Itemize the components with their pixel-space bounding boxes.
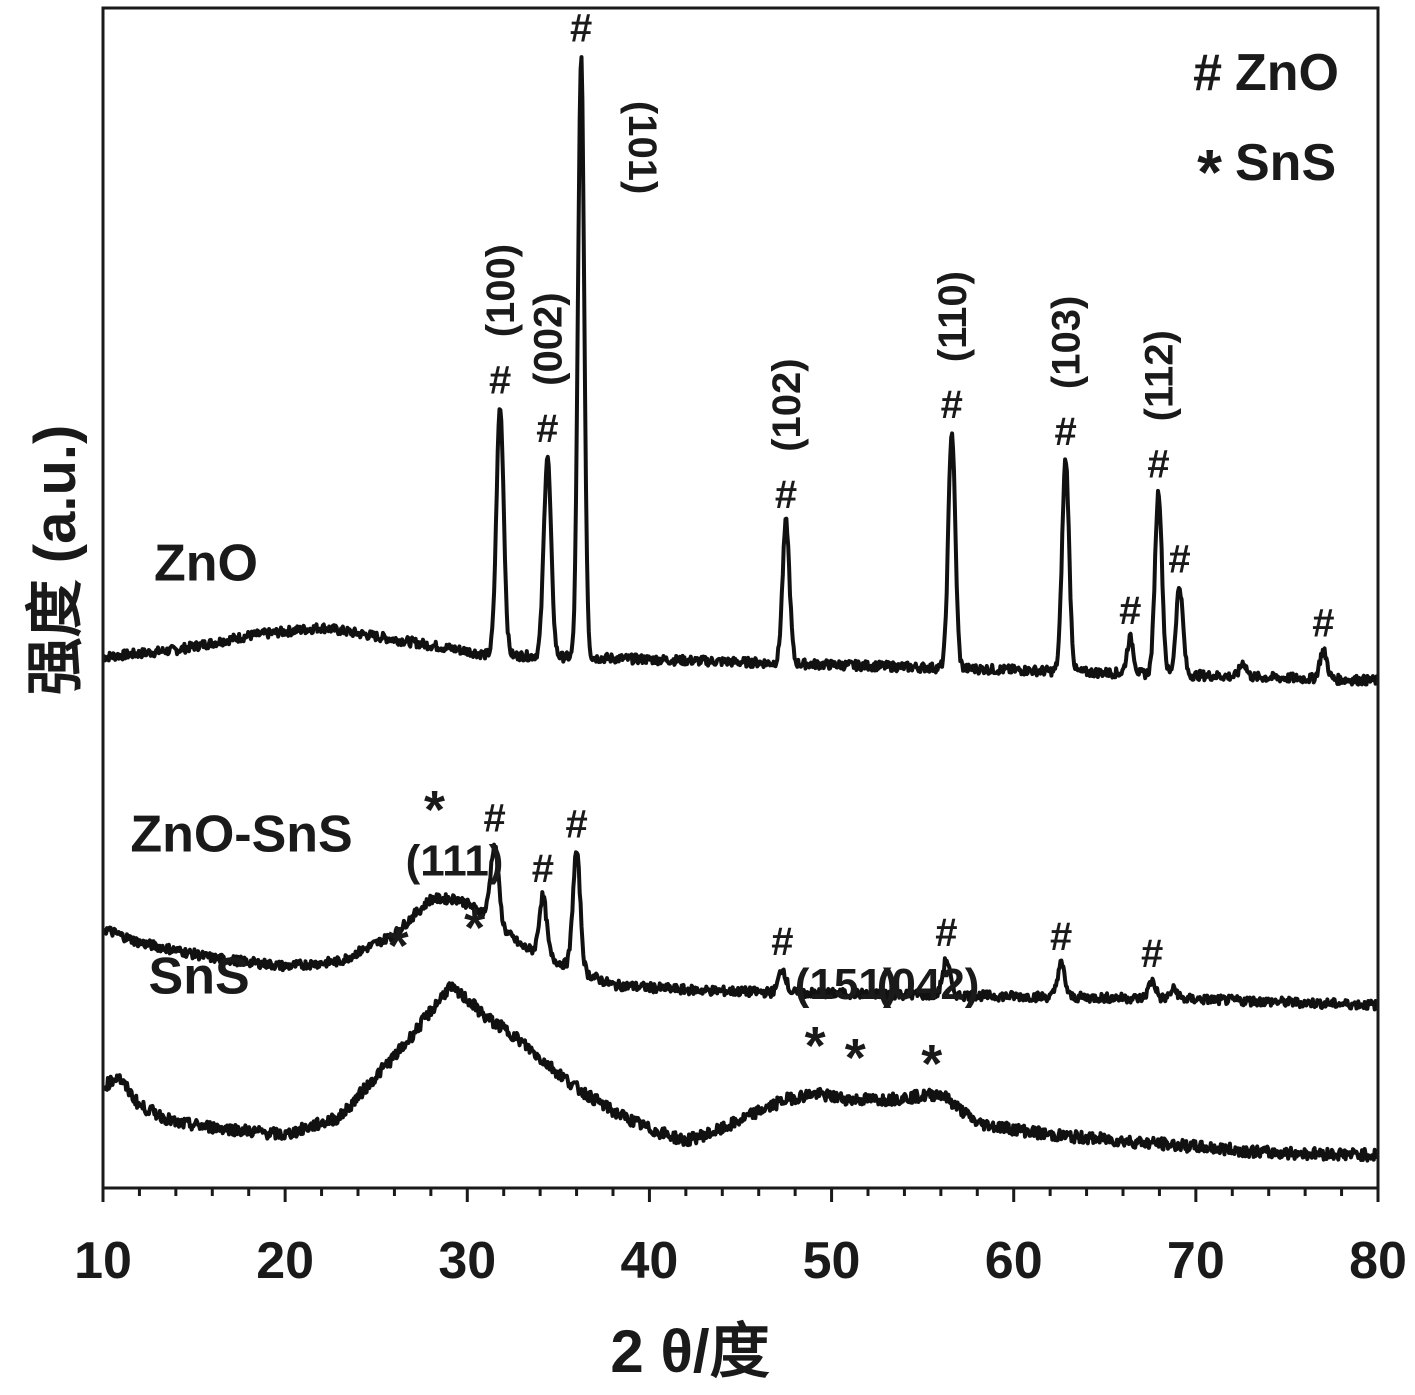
peak-marker: #	[1168, 537, 1190, 581]
series-label: ZnO-SnS	[130, 806, 352, 864]
x-axis-label: 2 θ/度	[610, 1318, 769, 1385]
sns-star-marker: *	[388, 916, 409, 976]
legend-symbol: *	[1197, 136, 1222, 208]
miller-index-label: (102)	[765, 358, 809, 451]
peak-marker: #	[483, 797, 505, 841]
series-line-zno	[103, 57, 1377, 684]
peak-marker: #	[489, 358, 511, 402]
peak-marker: #	[941, 383, 963, 427]
x-ticks: 10 20 30 40 50 60 70 80	[74, 1188, 1407, 1290]
peak-marker: #	[1055, 410, 1077, 454]
x-tick-label: 30	[438, 1232, 496, 1290]
x-tick-label: 20	[256, 1232, 314, 1290]
peak-marker: #	[1312, 602, 1334, 646]
plot-area	[103, 57, 1377, 1161]
plot-frame	[103, 8, 1378, 1188]
legend: #ZnO*SnS	[1193, 44, 1339, 208]
peak-marker: #	[1141, 932, 1163, 976]
peak-marker: #	[1147, 442, 1169, 486]
y-axis-label: 强度 (a.u.)	[23, 425, 88, 696]
peak-marker: #	[532, 847, 554, 891]
sns-star-marker: *	[921, 1034, 942, 1094]
peak-marker: #	[570, 7, 592, 51]
series-line-zno-sns	[103, 845, 1377, 1010]
legend-label: SnS	[1235, 134, 1336, 192]
x-tick-label: 10	[74, 1232, 132, 1290]
sns-star-marker: *	[464, 898, 485, 958]
sns-star-marker: *	[845, 1028, 866, 1088]
miller-index-label: (002)	[526, 292, 570, 385]
legend-label: ZnO	[1235, 44, 1339, 102]
x-tick-label: 70	[1167, 1232, 1225, 1290]
x-tick-label: 50	[803, 1232, 861, 1290]
x-tick-label: 40	[621, 1232, 679, 1290]
peak-marker: #	[775, 473, 797, 517]
sns-star-marker: *	[424, 780, 445, 840]
miller-index-label: (111)	[406, 836, 504, 885]
peak-marker: #	[565, 803, 587, 847]
x-tick-label: 60	[985, 1232, 1043, 1290]
peak-marker: #	[536, 407, 558, 451]
miller-index-label: (110)	[931, 271, 975, 362]
miller-index-label: (112)	[1138, 330, 1182, 421]
peak-marker: #	[771, 920, 793, 964]
miller-index-label: (100)	[479, 244, 523, 337]
legend-symbol: #	[1193, 44, 1222, 102]
axes	[103, 8, 1378, 1188]
series-line-sns	[103, 983, 1377, 1160]
series-label: ZnO	[154, 534, 258, 592]
x-tick-label: 80	[1349, 1232, 1407, 1290]
peak-marker: #	[1119, 589, 1141, 633]
peak-marker: #	[1050, 915, 1072, 959]
series-label: SnS	[149, 947, 250, 1005]
miller-index-label: (103)	[1045, 296, 1089, 389]
peak-marker: #	[935, 911, 957, 955]
miller-index-label: (101)	[620, 101, 664, 194]
miller-index-label: (042)	[877, 960, 980, 1009]
sns-star-marker: *	[805, 1016, 826, 1076]
